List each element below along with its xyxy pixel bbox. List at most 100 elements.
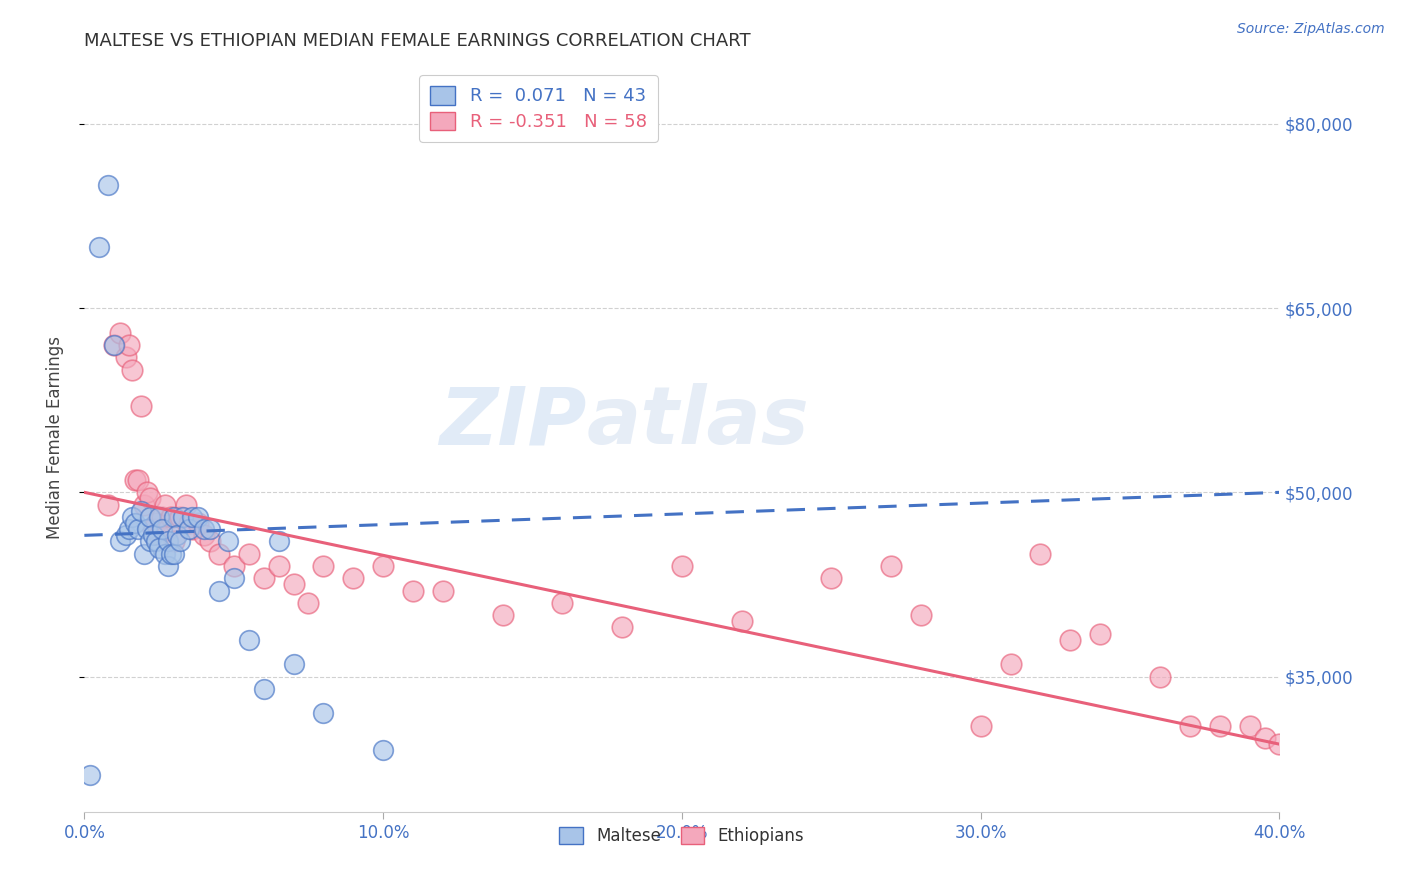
Point: [103, 338, 125, 352]
Point: [267, 559, 290, 574]
Point: [103, 338, 125, 352]
Point: [1059, 632, 1081, 647]
Point: [177, 522, 200, 536]
Point: [118, 522, 141, 536]
Point: [193, 522, 215, 536]
Point: [671, 559, 693, 574]
Point: [181, 522, 204, 536]
Point: [1149, 670, 1171, 684]
Point: [283, 657, 305, 672]
Text: MALTESE VS ETHIOPIAN MEDIAN FEMALE EARNINGS CORRELATION CHART: MALTESE VS ETHIOPIAN MEDIAN FEMALE EARNI…: [84, 32, 751, 50]
Point: [373, 743, 395, 757]
Point: [148, 528, 170, 542]
Point: [163, 510, 186, 524]
Point: [129, 400, 152, 414]
Point: [1253, 731, 1275, 745]
Point: [157, 559, 180, 574]
Point: [612, 620, 634, 634]
Y-axis label: Median Female Earnings: Median Female Earnings: [45, 335, 63, 539]
Point: [820, 571, 842, 585]
Point: [136, 522, 159, 536]
Point: [172, 510, 194, 524]
Point: [1000, 657, 1022, 672]
Point: [283, 577, 305, 591]
Point: [1029, 547, 1052, 561]
Point: [253, 571, 276, 585]
Point: [110, 534, 132, 549]
Point: [373, 559, 395, 574]
Legend: Maltese, Ethiopians: Maltese, Ethiopians: [553, 821, 811, 852]
Point: [198, 522, 221, 536]
Point: [432, 583, 454, 598]
Point: [157, 522, 180, 536]
Point: [163, 534, 186, 549]
Point: [79, 768, 101, 782]
Text: ZIP: ZIP: [439, 383, 586, 461]
Point: [124, 473, 146, 487]
Point: [222, 571, 245, 585]
Point: [139, 491, 162, 506]
Point: [139, 510, 162, 524]
Point: [142, 522, 165, 536]
Point: [222, 559, 245, 574]
Point: [402, 583, 425, 598]
Point: [970, 719, 993, 733]
Point: [551, 596, 574, 610]
Point: [1268, 737, 1291, 751]
Point: [169, 510, 191, 524]
Point: [150, 522, 173, 536]
Point: [148, 510, 170, 524]
Point: [132, 547, 156, 561]
Point: [193, 528, 215, 542]
Point: [169, 534, 191, 549]
Point: [208, 547, 231, 561]
Point: [731, 615, 754, 629]
Point: [153, 498, 176, 512]
Point: [238, 632, 260, 647]
Point: [124, 516, 146, 530]
Point: [187, 516, 209, 530]
Point: [1178, 719, 1201, 733]
Point: [880, 559, 903, 574]
Point: [145, 534, 167, 549]
Point: [166, 528, 188, 542]
Point: [267, 534, 290, 549]
Point: [187, 510, 209, 524]
Point: [153, 547, 176, 561]
Point: [127, 473, 149, 487]
Point: [217, 534, 239, 549]
Point: [312, 706, 335, 721]
Point: [110, 326, 132, 340]
Point: [150, 510, 173, 524]
Point: [342, 571, 364, 585]
Point: [1209, 719, 1232, 733]
Point: [198, 534, 221, 549]
Point: [160, 547, 183, 561]
Point: [136, 485, 159, 500]
Point: [115, 528, 138, 542]
Point: [132, 498, 156, 512]
Point: [97, 178, 120, 193]
Text: Source: ZipAtlas.com: Source: ZipAtlas.com: [1237, 22, 1385, 37]
Point: [115, 350, 138, 364]
Point: [160, 510, 183, 524]
Point: [174, 498, 197, 512]
Point: [89, 240, 111, 254]
Point: [910, 608, 932, 623]
Point: [163, 547, 186, 561]
Point: [129, 504, 152, 518]
Point: [492, 608, 515, 623]
Point: [238, 547, 260, 561]
Point: [297, 596, 319, 610]
Point: [145, 516, 167, 530]
Point: [208, 583, 231, 598]
Point: [121, 362, 143, 376]
Point: [1239, 719, 1261, 733]
Point: [177, 516, 200, 530]
Point: [148, 541, 170, 555]
Point: [127, 522, 149, 536]
Point: [97, 498, 120, 512]
Point: [142, 528, 165, 542]
Point: [139, 534, 162, 549]
Point: [118, 338, 141, 352]
